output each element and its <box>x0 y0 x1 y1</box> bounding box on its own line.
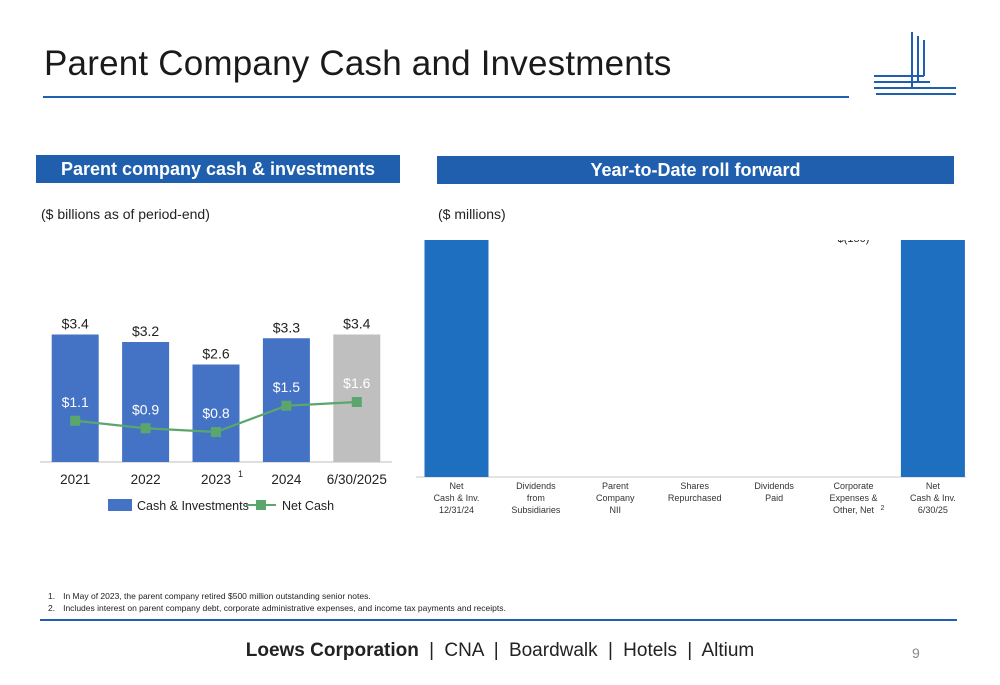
page-number: 9 <box>912 645 920 661</box>
bar-value-label: $3.4 <box>343 316 370 332</box>
bar-cash-investments <box>192 364 240 462</box>
waterfall-total-bar <box>900 240 965 477</box>
net-cash-label: $1.5 <box>273 379 300 395</box>
waterfall-category-label: Dividends <box>754 481 794 491</box>
bar-cash-investments <box>122 342 170 462</box>
legend-swatch-cash-investments <box>108 499 132 511</box>
footer-brand-boardwalk: Boardwalk <box>508 640 598 661</box>
bar-value-label: $3.4 <box>62 316 89 332</box>
waterfall-category-label: Net <box>926 481 941 491</box>
footnote-2: 2. Includes interest on parent company d… <box>48 602 506 614</box>
waterfall-category-label: Shares <box>680 481 709 491</box>
bar-value-label: $3.2 <box>132 323 159 339</box>
waterfall-category-label: Cash & Inv. <box>910 493 956 503</box>
waterfall-category-superscript: 2 <box>881 505 885 512</box>
x-tick-label: 2024 <box>271 472 302 487</box>
waterfall-category-label: Other, Net <box>833 505 875 515</box>
bar-value-label: $3.3 <box>273 319 300 335</box>
legend-label-net-cash: Net Cash <box>282 499 334 513</box>
waterfall-total-bar <box>424 240 489 477</box>
footnote-text: In May of 2023, the parent company retir… <box>63 591 371 601</box>
legend-label-cash-investments: Cash & Investments <box>137 499 249 513</box>
waterfall-category-label: Dividends <box>516 481 556 491</box>
waterfall-category-label: Net <box>449 481 464 491</box>
footnote-1: 1. In May of 2023, the parent company re… <box>48 590 506 602</box>
x-tick-label: 2023 <box>201 472 231 487</box>
x-tick-superscript: 1 <box>238 469 243 479</box>
footer-separator: | <box>493 640 499 661</box>
net-cash-label: $1.1 <box>62 394 89 410</box>
footer-separator: | <box>687 640 693 661</box>
section-header-roll-forward: Year-to-Date roll forward <box>437 156 954 184</box>
net-cash-marker <box>140 423 151 434</box>
bar-cash-investments <box>51 334 99 462</box>
footer-brand-altium: Altium <box>701 640 755 661</box>
cash-investments-chart: $3.4 2021 $3.2 2022 $2.6 2023 1 $3.3 2024 $3.4 6/3… <box>40 316 392 513</box>
footer-separator: | <box>607 640 613 661</box>
waterfall-category-label: Paid <box>765 493 783 503</box>
legend-marker-net-cash <box>256 500 266 510</box>
footer-brand-cna: CNA <box>444 640 484 661</box>
waterfall-category-label: NII <box>610 505 622 515</box>
net-cash-label: $0.9 <box>132 401 159 417</box>
footnote-text: Includes interest on parent company debt… <box>63 603 506 613</box>
waterfall-category-label: 6/30/25 <box>918 505 948 515</box>
loews-logo-icon <box>874 32 956 95</box>
waterfall-category-label: from <box>527 493 545 503</box>
x-tick-label: 2022 <box>131 472 161 487</box>
footer-company: Loews Corporation <box>245 640 419 661</box>
net-cash-label: $1.6 <box>343 375 370 391</box>
roll-forward-waterfall-chart: $3,275NetCash & Inv.12/31/24$875Dividend… <box>416 240 966 515</box>
waterfall-category-label: 12/31/24 <box>439 505 474 515</box>
waterfall-category-label: Corporate <box>833 481 873 491</box>
waterfall-category-label: Company <box>596 493 635 503</box>
section-header-cash-investments: Parent company cash & investments <box>36 155 400 183</box>
bar-value-label: $2.6 <box>202 346 229 362</box>
net-cash-marker <box>351 397 362 407</box>
waterfall-category-label: Cash & Inv. <box>434 493 480 503</box>
footer-divider <box>40 619 957 621</box>
waterfall-category-label: Expenses & <box>829 493 877 503</box>
footer-brand-hotels: Hotels <box>623 640 678 661</box>
footnote-number: 2. <box>48 603 56 613</box>
bar-cash-investments <box>262 338 310 462</box>
left-unit-label: ($ billions as of period-end) <box>41 206 210 222</box>
waterfall-category-label: Subsidiaries <box>511 505 561 515</box>
footer-separator: | <box>429 640 435 661</box>
net-cash-marker <box>70 415 81 426</box>
net-cash-marker <box>211 427 221 437</box>
footnotes: 1. In May of 2023, the parent company re… <box>48 590 506 614</box>
waterfall-value-label: $(150) <box>838 240 870 245</box>
net-cash-label: $0.8 <box>202 405 229 421</box>
footnote-number: 1. <box>48 591 56 601</box>
footer-brands: Loews Corporation | CNA | Boardwalk | Ho… <box>0 640 1000 662</box>
waterfall-category-label: Parent <box>602 481 629 491</box>
waterfall-category-label: Repurchased <box>668 493 722 503</box>
x-tick-label: 6/30/2025 <box>327 472 387 487</box>
page-title: Parent Company Cash and Investments <box>44 44 672 83</box>
title-divider <box>43 96 849 98</box>
net-cash-marker <box>281 400 292 411</box>
right-unit-label: ($ millions) <box>438 206 506 222</box>
x-tick-label: 2021 <box>60 472 90 487</box>
